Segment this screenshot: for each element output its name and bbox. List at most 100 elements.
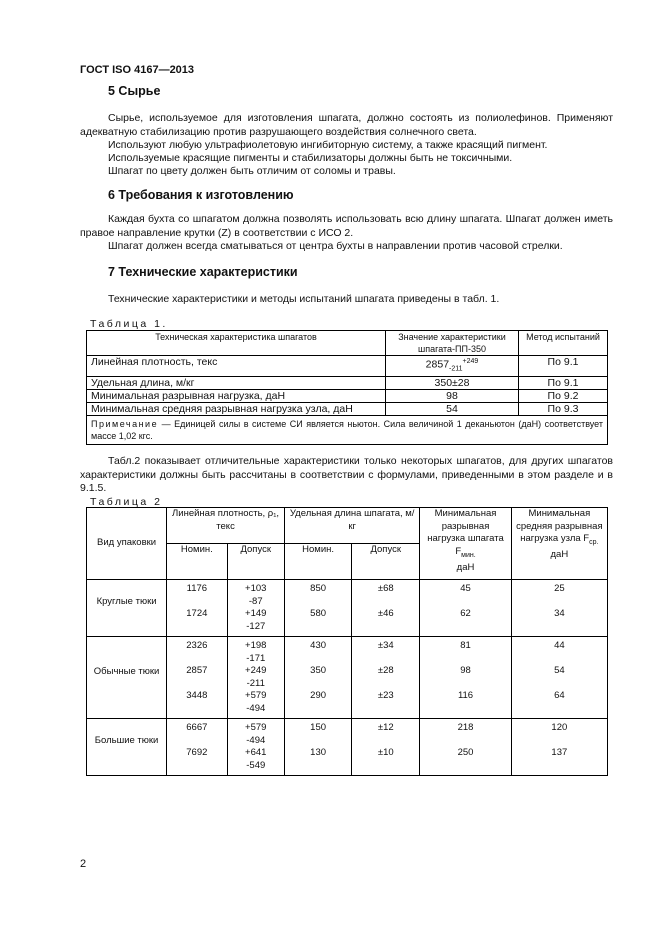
cell-value: ±46 bbox=[377, 608, 394, 619]
paragraph: Используют любую ультрафиолетовую ингиби… bbox=[108, 139, 548, 151]
table-cell: ±12 ±10 bbox=[351, 718, 421, 776]
cell-value: 64 bbox=[554, 690, 565, 701]
cell-value: 137 bbox=[551, 747, 568, 758]
cell-value: 3448 bbox=[186, 690, 208, 701]
table-cell: 850 580 bbox=[283, 579, 353, 637]
section-6-title: 6 Требования к изготовлению bbox=[108, 188, 294, 202]
cell-value: 120 bbox=[551, 722, 568, 733]
cell-value: -87 bbox=[248, 595, 263, 607]
table-cell: 81 98 116 bbox=[419, 636, 512, 719]
cell-value: -127 bbox=[246, 620, 266, 632]
cell-value: ±28 bbox=[377, 665, 394, 676]
table-header: Удельная длина шпагата, м/кг bbox=[283, 507, 421, 544]
table-row: Удельная длина, м/кг 350±28 По 9.1 bbox=[86, 375, 608, 390]
table-cell: 430 350 290 bbox=[283, 636, 353, 719]
paragraph: Каждая бухта со шпагатом должна позволят… bbox=[80, 213, 613, 239]
cell-value: 430 bbox=[310, 640, 327, 651]
table-cell: +579 -494 +641 -549 bbox=[226, 718, 285, 776]
table-cell: ±68 ±46 bbox=[351, 579, 421, 637]
table-row: Линейная плотность, текс 2857-211+249 По 9… bbox=[86, 355, 608, 377]
cell-value: 34 bbox=[554, 608, 565, 619]
paragraph: Табл.2 показывает отличительные характер… bbox=[80, 455, 613, 494]
page-number: 2 bbox=[80, 858, 87, 870]
table-cell: 150 130 bbox=[283, 718, 353, 776]
cell-value: -494 bbox=[246, 734, 266, 746]
table-cell: ±34 ±28 ±23 bbox=[351, 636, 421, 719]
table-1: Техническая характеристика шпагатов Значе… bbox=[86, 330, 608, 445]
table-row-group: Обычные тюки 2326 2857 3448 +198 -171 +249 -211… bbox=[85, 636, 609, 719]
table-cell: +103 -87 +149 -127 bbox=[226, 579, 285, 637]
table-cell: 44 54 64 bbox=[510, 636, 609, 719]
table-note: Примечание — Единицей силы в системе СИ … bbox=[86, 414, 608, 445]
table-2-caption: Таблица 2 bbox=[90, 496, 163, 508]
table-cell: 45 62 bbox=[419, 579, 512, 637]
table-row: Минимальная разрывная нагрузка, даН 98 По … bbox=[86, 388, 608, 403]
cell-value: 116 bbox=[457, 690, 474, 701]
section-5-title: 5 Сырье bbox=[108, 84, 161, 98]
table-header: Линейная плотность, ρ₁, текс bbox=[166, 507, 285, 544]
cell-value: 54 bbox=[554, 665, 565, 676]
cell-value: 250 bbox=[457, 747, 474, 758]
pack-type: Круглые тюки bbox=[85, 579, 168, 637]
table-cell: 120 137 bbox=[510, 718, 609, 776]
paragraph: Сырье, используемое для изготовления шпа… bbox=[80, 112, 613, 138]
cell-value: 81 bbox=[460, 640, 471, 651]
cell-value: -549 bbox=[246, 759, 266, 771]
cell-value: -211 bbox=[246, 677, 265, 689]
cell-value: 44 bbox=[554, 640, 565, 651]
table-cell: 1176 1724 bbox=[166, 579, 228, 637]
table-header: Минимальная средняя разрывная нагрузка у… bbox=[510, 507, 609, 580]
cell-value: 6667 bbox=[186, 722, 208, 733]
cell-value: 2857 bbox=[186, 665, 208, 676]
cell-value: 2326 bbox=[186, 640, 208, 651]
paragraph: Шпагат по цвету должен быть отличим от с… bbox=[108, 165, 396, 177]
table-header: Минимальная разрывная нагрузка шпагата F… bbox=[419, 507, 512, 580]
document-header: ГОСТ ISO 4167—2013 bbox=[80, 64, 195, 76]
table-cell: +198 -171 +249 -211 +579 -494 bbox=[226, 636, 285, 719]
table-cell: 6667 7692 bbox=[166, 718, 228, 776]
cell-value: ±10 bbox=[377, 747, 394, 758]
table-header: Метод испытаний bbox=[518, 330, 608, 356]
paragraph: Технические характеристики и методы испы… bbox=[108, 293, 500, 305]
cell-value: 25 bbox=[554, 583, 565, 594]
pack-type: Большие тюки bbox=[85, 718, 168, 776]
cell-value: +579 bbox=[245, 690, 267, 701]
section-7-title: 7 Технические характеристики bbox=[108, 265, 298, 279]
cell-value: 218 bbox=[457, 722, 474, 733]
cell-value: 45 bbox=[460, 583, 471, 594]
cell-value: 62 bbox=[460, 608, 471, 619]
table-1-caption: Таблица 1. bbox=[90, 318, 168, 330]
cell-value: -171 bbox=[246, 652, 266, 664]
cell-value: +249 bbox=[245, 665, 267, 676]
table-cell: 218 250 bbox=[419, 718, 512, 776]
cell-value: ±23 bbox=[377, 690, 394, 701]
table-row: Минимальная средняя разрывная нагрузка у… bbox=[86, 401, 608, 416]
cell-value: 580 bbox=[310, 608, 327, 619]
cell-value: 850 bbox=[310, 583, 327, 594]
cell-value: 7692 bbox=[186, 747, 208, 758]
cell-value: +198 bbox=[245, 640, 267, 651]
table-2: Вид упаковки Линейная плотность, ρ₁, текс… bbox=[85, 507, 609, 776]
cell-value: 1724 bbox=[186, 608, 208, 619]
cell-value: ±12 bbox=[377, 722, 394, 733]
cell-value: 1176 bbox=[186, 583, 208, 594]
table-row-group: Круглые тюки 1176 1724 +103 -87 +149 -127 850 58… bbox=[85, 579, 609, 637]
cell-value: ±34 bbox=[377, 640, 394, 651]
paragraph: Шпагат должен всегда сматываться от цент… bbox=[108, 240, 563, 252]
cell-value: 290 bbox=[310, 690, 327, 701]
table-header: Вид упаковки bbox=[85, 507, 168, 580]
cell-value: +579 bbox=[245, 722, 267, 733]
cell-value: 150 bbox=[310, 722, 327, 733]
cell-value: +641 bbox=[245, 747, 267, 758]
cell-value: +103 bbox=[245, 583, 267, 594]
table-cell: 25 34 bbox=[510, 579, 609, 637]
table-row-group: Большие тюки 6667 7692 +579 -494 +641 -549 150 1… bbox=[85, 718, 609, 776]
cell-value: 98 bbox=[460, 665, 471, 676]
cell-value: -494 bbox=[246, 702, 266, 714]
cell-value: +149 bbox=[245, 608, 267, 619]
cell-value: 130 bbox=[310, 747, 327, 758]
cell-value: 350 bbox=[310, 665, 327, 676]
cell-value: ±68 bbox=[377, 583, 394, 594]
table-cell: 2326 2857 3448 bbox=[166, 636, 228, 719]
